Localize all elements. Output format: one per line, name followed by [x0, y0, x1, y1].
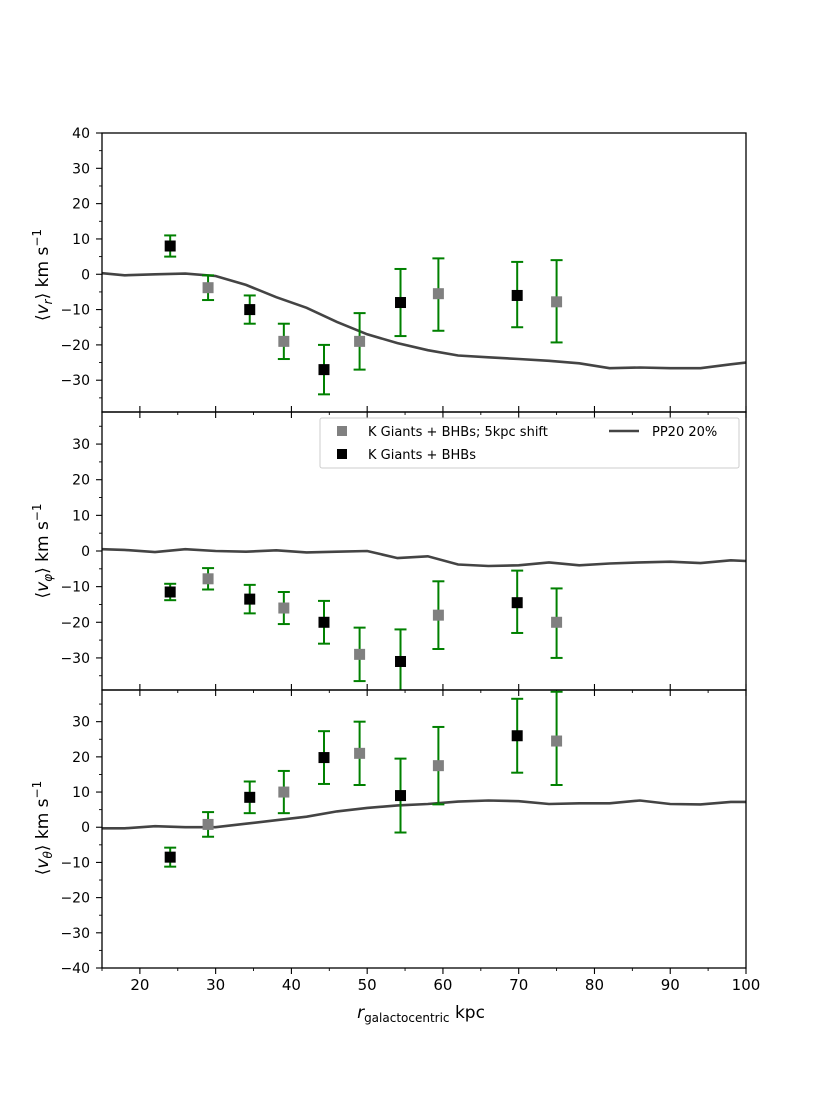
y-tick-label-vphi: 20 — [72, 473, 90, 489]
y-tick-label-vr: −30 — [60, 373, 90, 389]
data-point-main — [318, 616, 330, 628]
x-tick-label: 80 — [585, 976, 604, 994]
ylabel-vtheta: ⟨vθ⟩ km s−1 — [30, 781, 55, 875]
y-tick-label-vtheta: −10 — [60, 855, 90, 871]
y-tick-label-vr: 10 — [72, 232, 90, 248]
model-line-vr — [102, 271, 746, 370]
ylabel-vtheta-sub: θ — [41, 851, 55, 859]
data-point-shifted — [354, 648, 366, 660]
ylabel-vtheta-sym: v — [33, 858, 53, 869]
data-point-shifted — [278, 786, 290, 798]
y-tick-label-vr: 30 — [72, 161, 90, 177]
data-point-shifted — [432, 609, 444, 621]
ylabel-vr-sub: r — [41, 298, 55, 304]
legend-label-shifted: K Giants + BHBs; 5kpc shift — [368, 425, 548, 440]
data-point-main — [164, 586, 176, 598]
x-tick-label: 20 — [130, 976, 149, 994]
ylabel-vr-unit: km s — [33, 247, 53, 288]
x-tick-label: 100 — [732, 976, 761, 994]
y-tick-label-vr: −10 — [60, 303, 90, 319]
data-point-main — [511, 730, 523, 742]
data-point-main — [318, 364, 330, 376]
axes-frame-vtheta — [101, 689, 747, 969]
x-axis-label: rgalactocentric kpc — [357, 1003, 485, 1025]
y-tick-label-vtheta: −20 — [60, 891, 90, 907]
x-tick-label: 30 — [206, 976, 225, 994]
y-tick-label-vtheta: 30 — [72, 715, 90, 731]
data-layer-vtheta — [102, 690, 746, 868]
ylabel-vr: ⟨vr⟩ km s−1 — [30, 229, 55, 321]
ylabel-vphi-sym: v — [33, 581, 53, 592]
y-tick-label-vphi: −20 — [60, 615, 90, 631]
x-tick-label: 40 — [282, 976, 301, 994]
x-axis-label-sub: galactocentric — [364, 1011, 449, 1025]
data-point-main — [511, 289, 523, 301]
data-layer-vr — [102, 234, 746, 396]
y-tick-label-vr: 40 — [72, 126, 90, 142]
data-point-main — [318, 752, 330, 764]
data-point-main — [395, 655, 407, 667]
legend-label-model: PP20 20% — [652, 425, 717, 440]
data-point-main — [395, 297, 407, 309]
data-point-main — [244, 791, 256, 803]
data-point-shifted — [202, 573, 214, 585]
data-point-main — [395, 790, 407, 802]
y-tick-label-vtheta: −40 — [60, 961, 90, 977]
x-tick-label: 90 — [661, 976, 680, 994]
data-point-main — [244, 304, 256, 316]
x-axis-label-main: r — [357, 1003, 365, 1023]
legend-marker-shifted — [337, 426, 347, 436]
x-tick-label: 60 — [433, 976, 452, 994]
data-point-shifted — [551, 616, 563, 628]
ylabel-vphi: ⟨vφ⟩ km s−1 — [30, 503, 55, 598]
y-tick-label-vphi: 0 — [81, 544, 90, 560]
legend-label-main: K Giants + BHBs — [368, 448, 476, 463]
y-tick-label-vphi: −30 — [60, 651, 90, 667]
data-layer-vphi — [102, 547, 746, 690]
ylabel-vr-sym: v — [33, 303, 53, 314]
model-line-vphi — [102, 547, 746, 568]
y-tick-label-vtheta: 20 — [72, 750, 90, 766]
data-point-shifted — [551, 735, 563, 747]
data-point-main — [164, 851, 176, 863]
data-point-shifted — [354, 335, 366, 347]
data-point-shifted — [202, 818, 214, 830]
data-point-main — [164, 240, 176, 252]
x-tick-label: 70 — [509, 976, 528, 994]
y-tick-label-vphi: 10 — [72, 508, 90, 524]
data-point-shifted — [354, 747, 366, 759]
y-tick-label-vtheta: 10 — [72, 785, 90, 801]
legend-marker-main — [337, 449, 347, 459]
data-point-shifted — [551, 296, 563, 308]
ylabel-vphi-unit: km s — [33, 521, 53, 562]
y-tick-label-vr: 0 — [81, 267, 90, 283]
x-axis-label-unit: kpc — [455, 1003, 485, 1023]
ylabel-vphi-sub: φ — [41, 574, 55, 582]
y-tick-label-vr: 20 — [72, 197, 90, 213]
data-point-main — [244, 593, 256, 605]
axes-frame-vr — [101, 132, 747, 413]
y-tick-label-vphi: 30 — [72, 437, 90, 453]
legend: K Giants + BHBs; 5kpc shift K Giants + B… — [319, 417, 740, 469]
data-point-shifted — [202, 282, 214, 294]
y-tick-label-vr: −20 — [60, 338, 90, 354]
y-tick-label-vtheta: 0 — [81, 820, 90, 836]
panel-vr: ⟨vr⟩ km s−1 −30 −20 −10 0 10 20 30 40 — [30, 126, 747, 418]
x-tick-label: 50 — [358, 976, 377, 994]
y-tick-label-vtheta: −30 — [60, 926, 90, 942]
model-line-vtheta — [102, 799, 746, 830]
panel-vphi: ⟨vφ⟩ km s−1 K Giants + BHBs; 5kpc shift … — [30, 406, 747, 696]
data-point-main — [511, 597, 523, 609]
y-tick-label-vphi: −10 — [60, 580, 90, 596]
data-point-shifted — [432, 288, 444, 300]
data-point-shifted — [432, 760, 444, 772]
data-point-shifted — [278, 602, 290, 614]
data-point-shifted — [278, 335, 290, 347]
panel-vtheta: ⟨vθ⟩ km s−1 20 30 40 50 60 70 80 90 100−40−30−20… — [30, 684, 760, 994]
ylabel-vtheta-unit: km s — [33, 798, 53, 839]
